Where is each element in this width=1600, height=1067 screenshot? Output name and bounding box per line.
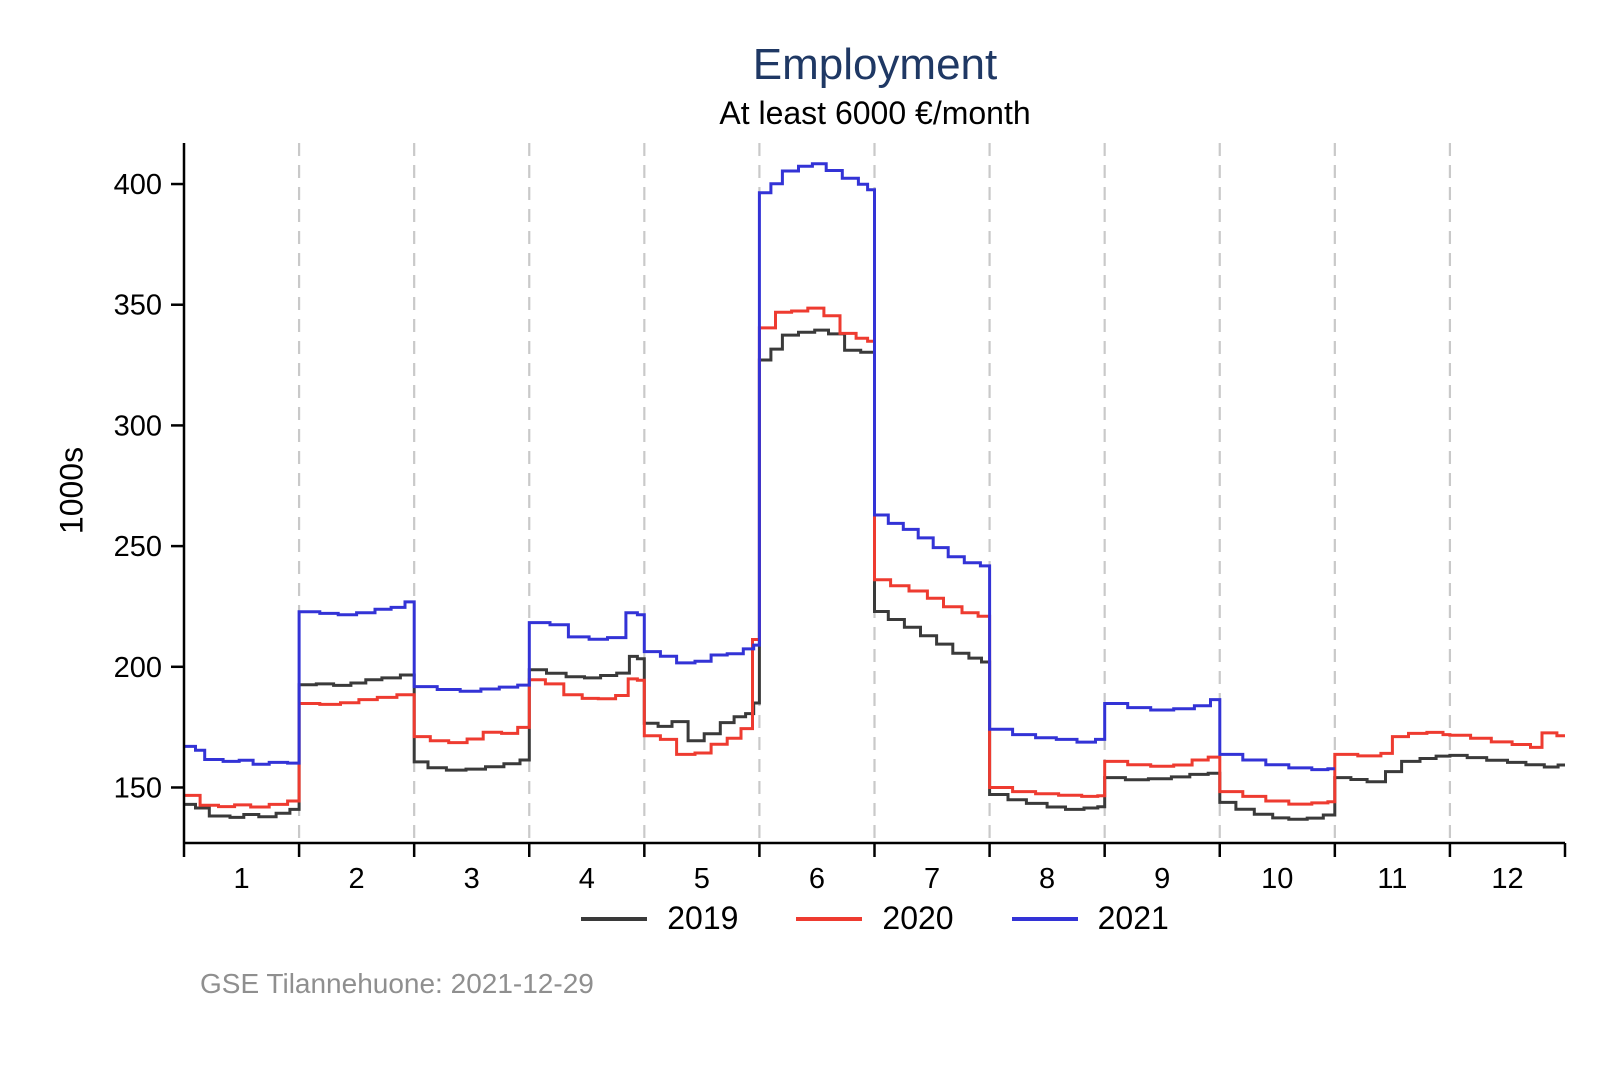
y-tick-label: 300 xyxy=(114,410,162,442)
x-tick-label: 11 xyxy=(1377,863,1407,895)
x-tick-label: 6 xyxy=(809,863,825,895)
y-tick-label: 400 xyxy=(114,169,162,201)
y-tick-label: 200 xyxy=(114,652,162,684)
legend-label-2019: 2019 xyxy=(667,900,739,936)
x-tick-label: 9 xyxy=(1154,863,1170,895)
legend-line-swatch-2020 xyxy=(796,916,863,921)
series-line-2020 xyxy=(184,306,1565,809)
legend-label-2021: 2021 xyxy=(1097,900,1169,936)
x-tick-label: 3 xyxy=(464,863,480,895)
x-tick-label: 12 xyxy=(1491,863,1523,895)
legend-line-swatch-2021 xyxy=(1011,916,1078,921)
x-tick-label: 2 xyxy=(349,863,365,895)
legend-line-swatch-2019 xyxy=(581,916,648,921)
y-tick-label: 150 xyxy=(114,772,162,804)
legend-label-2020: 2020 xyxy=(882,900,954,936)
y-tick-label: 350 xyxy=(114,290,162,322)
chart-subtitle: At least 6000 €/month xyxy=(719,95,1031,131)
source-note: GSE Tilannehuone: 2021-12-29 xyxy=(200,968,594,999)
chart-title: Employment xyxy=(752,40,998,89)
x-tick-label: 8 xyxy=(1039,863,1055,895)
legend-item-2020: 2020 xyxy=(796,900,954,937)
legend-item-2019: 2019 xyxy=(581,900,738,937)
legend-item-2021: 2021 xyxy=(1011,900,1169,937)
x-tick-label: 1 xyxy=(233,863,249,895)
x-tick-label: 7 xyxy=(924,863,940,895)
series-line-2021 xyxy=(184,162,1335,772)
y-tick-label: 250 xyxy=(114,531,162,563)
legend: 2019 2020 2021 xyxy=(185,900,1565,937)
x-tick-label: 5 xyxy=(694,863,710,895)
x-tick-label: 4 xyxy=(579,863,595,895)
x-tick-label: 10 xyxy=(1261,863,1293,895)
